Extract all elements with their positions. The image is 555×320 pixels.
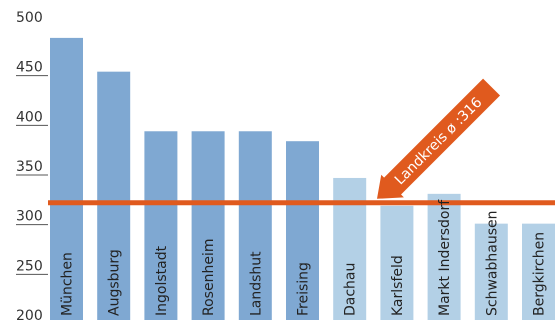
category-label: Karlsfeld xyxy=(390,255,406,316)
bar xyxy=(380,205,414,320)
y-tick-label: 350 xyxy=(16,159,43,175)
y-tick-label: 500 xyxy=(16,10,43,26)
annotation-arrow xyxy=(377,78,501,199)
category-label: Freising xyxy=(296,262,312,316)
y-tick-label: 450 xyxy=(16,60,43,76)
category-label: München xyxy=(60,252,76,316)
y-tick-label: 250 xyxy=(16,258,43,274)
bar xyxy=(50,37,83,320)
bar xyxy=(286,141,319,320)
y-tick-label: 200 xyxy=(16,308,43,320)
reference-line-label: Landkreis ø :316 xyxy=(392,94,486,188)
reference-annotation: Landkreis ø :316 xyxy=(377,78,501,199)
category-label: Landshut xyxy=(248,251,264,316)
reference-annotation-banner: Landkreis ø :316 xyxy=(377,78,501,199)
bar xyxy=(238,131,272,320)
category-label: Ingolstadt xyxy=(154,245,170,316)
bar xyxy=(144,131,178,320)
bar xyxy=(474,223,508,320)
category-label: Augsburg xyxy=(107,249,123,316)
bar xyxy=(97,71,131,320)
y-tick-label: 300 xyxy=(16,209,43,225)
bars xyxy=(50,37,555,320)
bar xyxy=(427,193,461,320)
category-label: Schwabhausen xyxy=(484,211,500,316)
category-label: Bergkirchen xyxy=(532,232,548,316)
category-labels: München Augsburg Ingolstadt Rosenheim Landsh… xyxy=(60,199,548,316)
y-axis-ticks: 200 250 300 350 400 450 500 xyxy=(16,10,48,320)
bar xyxy=(191,131,225,320)
category-label: Rosenheim xyxy=(201,239,217,316)
bar xyxy=(522,223,555,320)
y-tick-label: 400 xyxy=(16,109,43,125)
category-label: Markt Indersdorf xyxy=(437,199,453,316)
category-label: Dachau xyxy=(343,263,359,316)
